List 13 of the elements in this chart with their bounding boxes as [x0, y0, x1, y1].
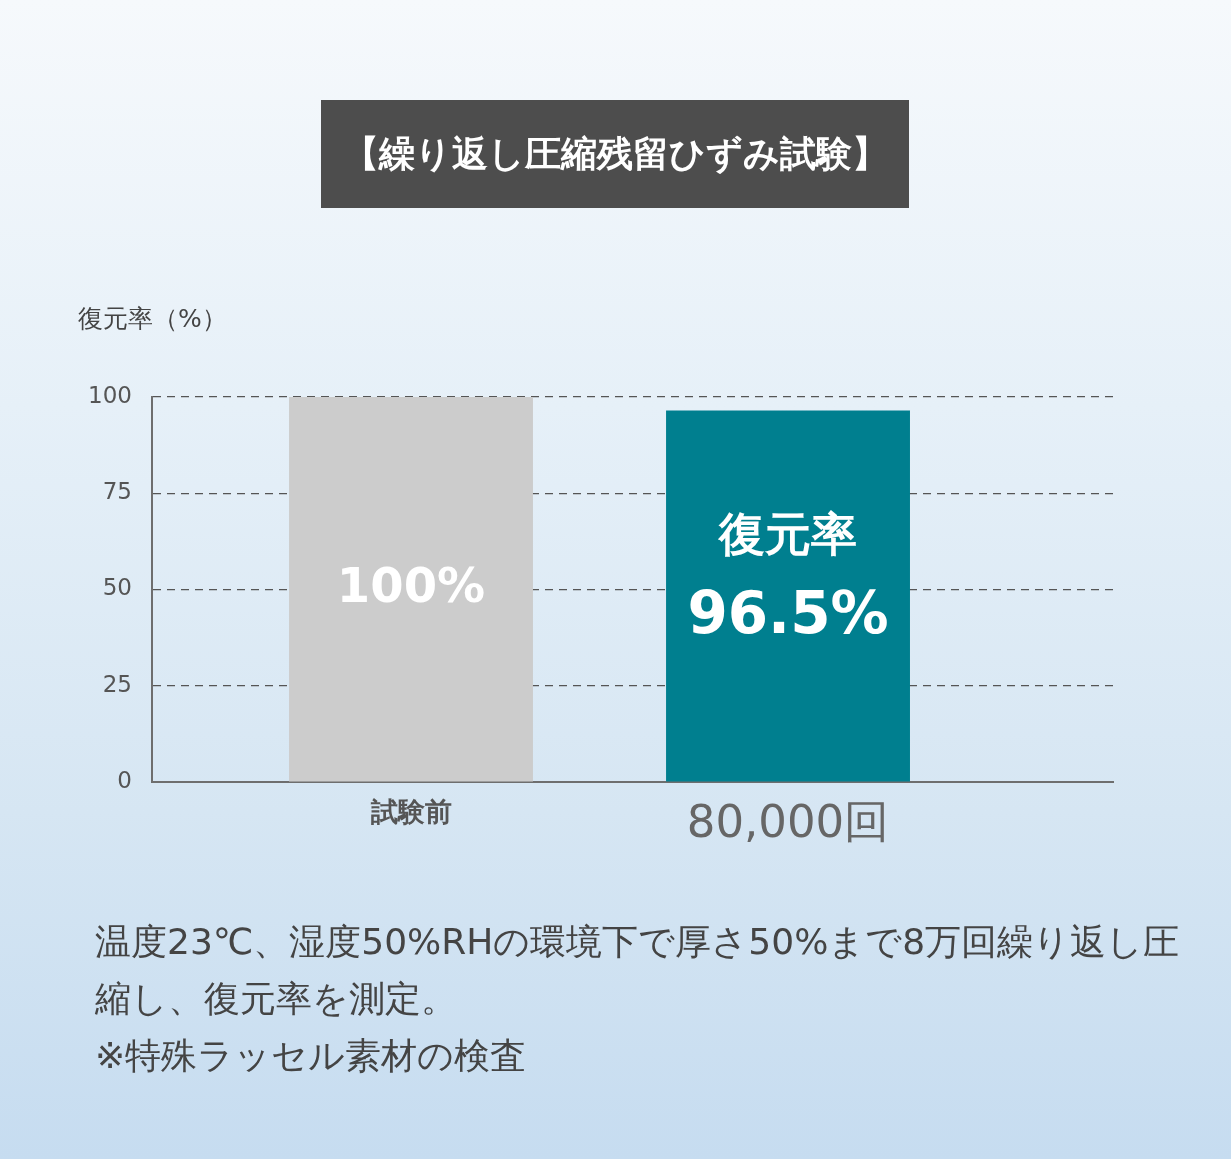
y-tick-label: 100 [88, 381, 132, 408]
y-axis-title: 復元率（%） [78, 303, 227, 335]
x-tick-label: 試験前 [369, 796, 452, 828]
annotation: 復元率 [717, 506, 858, 561]
data-label: 96.5% [687, 579, 889, 647]
chart-title: 【繰り返し圧縮残留ひずみ試験】 [321, 100, 909, 208]
x-tick-label: 80,000回 [686, 794, 890, 848]
text: 温度23℃、湿度50%RHの環境下で厚さ50%まで8万回繰り返し圧縮し、復元率を測定。 [95, 920, 1181, 1021]
y-tick-label: 50 [102, 574, 132, 601]
y-tick-label: 25 [102, 670, 132, 697]
y-tick-label: 0 [117, 766, 132, 793]
y-tick-label: 75 [102, 478, 132, 505]
text: ※特殊ラッセル素材の検査 [95, 1034, 528, 1078]
